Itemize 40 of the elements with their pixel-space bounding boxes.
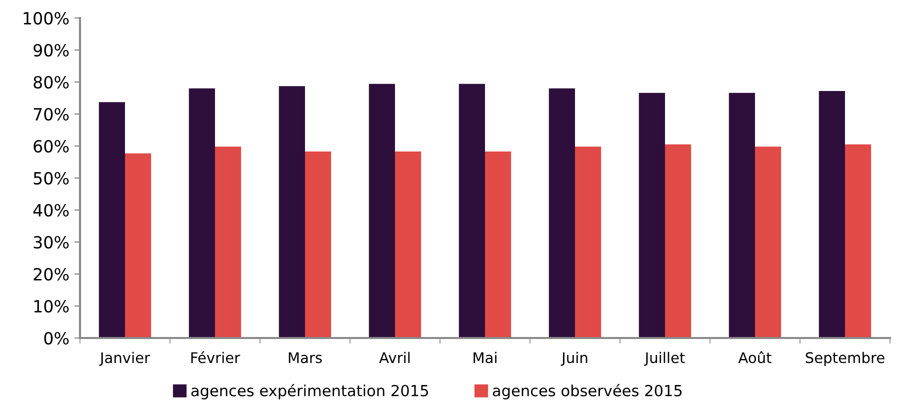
y-tick-label: 60% bbox=[34, 140, 69, 153]
bar bbox=[395, 151, 422, 338]
x-tick-label: Avril bbox=[379, 352, 410, 363]
bar bbox=[818, 90, 845, 338]
x-tick-label: Juin bbox=[560, 352, 588, 366]
legend-label: agences expérimentation 2015 bbox=[191, 384, 428, 400]
y-tick-label: 40% bbox=[33, 204, 69, 217]
bar bbox=[845, 144, 872, 338]
bar bbox=[728, 92, 755, 338]
bar bbox=[458, 84, 485, 338]
y-tick-label: 50% bbox=[34, 172, 69, 185]
x-tick-label: Mai bbox=[474, 352, 496, 364]
y-tick-label: 90% bbox=[34, 44, 69, 57]
x-tick-label: Mars bbox=[288, 352, 322, 364]
bar bbox=[368, 84, 395, 338]
bar bbox=[575, 146, 602, 338]
y-tick-label: 0% bbox=[44, 332, 69, 345]
x-tick-label: Août bbox=[738, 351, 772, 364]
bar bbox=[755, 146, 782, 338]
y-tick-label: 70% bbox=[34, 108, 69, 121]
bar bbox=[188, 88, 215, 338]
x-tick-label: Juillet bbox=[644, 352, 685, 366]
bar bbox=[215, 146, 242, 338]
x-tick-label: Février bbox=[191, 351, 240, 364]
legend-label: agences observées 2015 bbox=[492, 384, 682, 400]
bar bbox=[125, 153, 152, 338]
x-tick-label: Septembre bbox=[806, 352, 884, 366]
bar bbox=[278, 86, 305, 338]
bar bbox=[665, 144, 692, 338]
bar bbox=[98, 102, 125, 338]
bar bbox=[548, 88, 575, 338]
y-tick-label: 80% bbox=[34, 76, 69, 89]
bar bbox=[638, 92, 665, 338]
x-tick-label: Janvier bbox=[99, 352, 150, 366]
y-tick-label: 20% bbox=[34, 268, 69, 281]
y-tick-label: 100% bbox=[24, 12, 69, 25]
y-tick-label: 10% bbox=[34, 300, 69, 313]
bar bbox=[485, 151, 512, 338]
y-tick-label: 30% bbox=[34, 236, 69, 249]
bar bbox=[305, 151, 332, 338]
